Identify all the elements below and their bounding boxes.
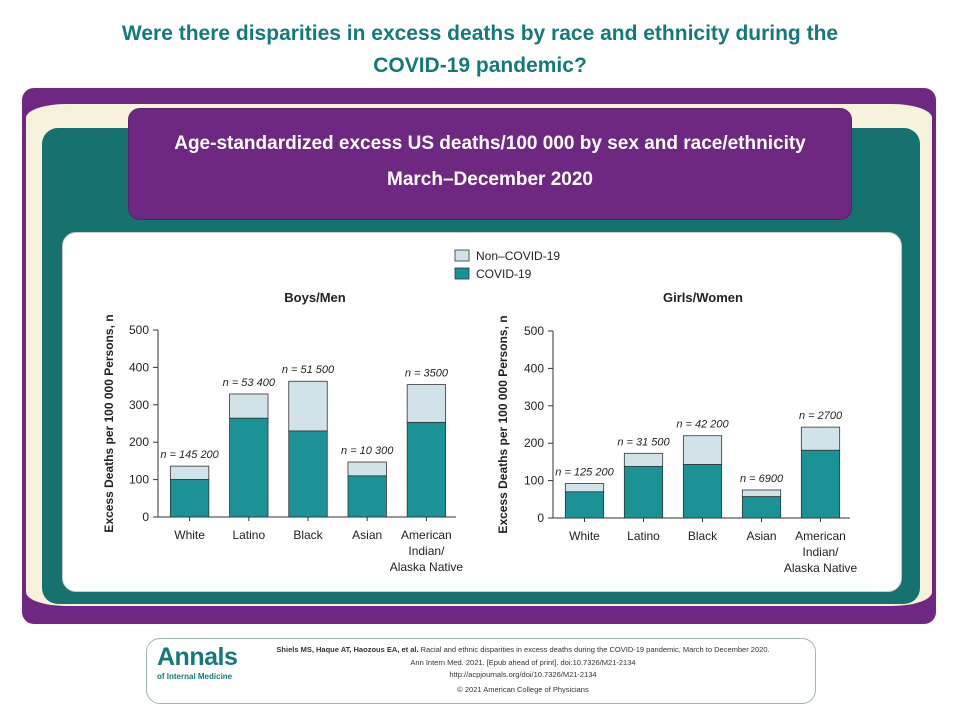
y-tick-label: 200 <box>524 436 544 450</box>
bar-covid <box>623 465 664 519</box>
bar-non-covid <box>229 393 269 419</box>
bar-annotation: n = 10 300 <box>341 445 394 457</box>
y-tick-label: 100 <box>129 473 149 487</box>
bar-non-covid <box>406 384 447 423</box>
citation-line-1: Shiels MS, Haque AT, Haozous EA, et al. … <box>243 645 803 654</box>
bar-covid <box>564 491 605 519</box>
journal-logo-sub: of Internal Medicine <box>157 672 233 681</box>
bar-covid <box>288 430 328 518</box>
bar-covid <box>800 449 841 519</box>
x-tick-label: Indian/ <box>408 544 445 558</box>
bar-annotation: n = 145 200 <box>160 449 219 461</box>
bar-non-covid <box>682 435 723 465</box>
legend-swatch-non-covid <box>454 249 470 262</box>
x-tick-label: Black <box>688 529 718 543</box>
bar-annotation: n = 53 400 <box>223 377 276 389</box>
bar-non-covid <box>800 426 841 451</box>
bar-non-covid <box>347 461 387 477</box>
y-tick-label: 0 <box>142 510 149 524</box>
x-tick-label: Alaska Native <box>784 561 858 575</box>
y-tick-label: 400 <box>524 361 544 375</box>
y-axis-label: Excess Deaths per 100 000 Persons, n <box>496 315 510 533</box>
bar-covid <box>682 464 723 519</box>
y-tick-label: 500 <box>129 323 149 337</box>
x-tick-label: White <box>569 529 600 543</box>
subtitle-banner: Age-standardized excess US deaths/100 00… <box>128 108 852 220</box>
bar-annotation: n = 51 500 <box>282 364 335 376</box>
heading-line-1: Were there disparities in excess deaths … <box>121 22 839 45</box>
heading-line-2: COVID-19 pandemic? <box>373 54 587 77</box>
citation-authors: Shiels MS, Haque AT, Haozous EA, et al. <box>276 645 419 654</box>
banner-line-2: March–December 2020 <box>387 169 593 190</box>
legend-label-non-covid: Non–COVID-19 <box>476 249 560 263</box>
page-heading: Were there disparities in excess deaths … <box>0 18 960 82</box>
chart-title: Boys/Men <box>284 290 345 305</box>
bar-non-covid <box>564 483 605 493</box>
panel-girls-women: Girls/Women Excess Deaths per 100 000 Per… <box>496 290 858 575</box>
y-tick-label: 100 <box>524 474 544 488</box>
bar-covid <box>741 496 782 519</box>
y-axis-label: Excess Deaths per 100 000 Persons, n <box>102 314 116 532</box>
bar-non-covid <box>741 489 782 498</box>
bar-annotation: n = 2700 <box>799 410 843 422</box>
y-tick-label: 300 <box>129 398 149 412</box>
y-tick-label: 0 <box>537 511 544 525</box>
bar-annotation: n = 31 500 <box>617 436 670 448</box>
chart-title: Girls/Women <box>663 290 743 305</box>
x-tick-label: Black <box>293 528 323 542</box>
bar-covid <box>406 421 447 518</box>
banner-line-1: Age-standardized excess US deaths/100 00… <box>174 133 806 154</box>
x-tick-label: Asian <box>746 529 776 543</box>
journal-logo: Annals <box>157 643 238 671</box>
bar-covid <box>347 475 387 518</box>
x-tick-label: Alaska Native <box>390 560 464 574</box>
bar-covid <box>169 479 210 518</box>
x-tick-label: Indian/ <box>802 545 839 559</box>
bar-non-covid <box>169 465 210 481</box>
y-tick-label: 400 <box>129 360 149 374</box>
x-tick-label: White <box>174 528 205 542</box>
bar-annotation: n = 42 200 <box>676 419 729 431</box>
bar-annotation: n = 125 200 <box>555 467 614 479</box>
legend-label-covid: COVID-19 <box>476 267 532 281</box>
legend: Non–COVID-19 COVID-19 <box>454 249 560 281</box>
x-tick-label: Latino <box>232 528 265 542</box>
legend-swatch-covid <box>454 267 470 280</box>
bar-covid <box>229 417 269 518</box>
y-tick-label: 500 <box>524 324 544 338</box>
bar-annotation: n = 3500 <box>405 368 449 380</box>
bar-annotation: n = 6900 <box>740 473 784 485</box>
x-tick-label: Latino <box>627 529 660 543</box>
x-tick-label: Asian <box>352 528 382 542</box>
citation-journal: Ann Intern Med. 2021. [Epub ahead of pri… <box>410 658 636 667</box>
y-tick-label: 300 <box>524 399 544 413</box>
citation-title: Racial and ethnic disparities in excess … <box>420 645 770 654</box>
citation-copyright: © 2021 American College of Physicians <box>457 685 589 694</box>
chart-svg: Non–COVID-19 COVID-19 Boys/Men Excess Dea… <box>102 249 858 575</box>
y-tick-label: 200 <box>129 435 149 449</box>
citation-url: http://acpjournals.org/doi/10.7326/M21-2… <box>449 670 597 679</box>
chart-card: Non–COVID-19 COVID-19 Boys/Men Excess Dea… <box>62 232 902 592</box>
bar-non-covid <box>623 452 664 467</box>
panel-boys-men: Boys/Men Excess Deaths per 100 000 Person… <box>102 290 463 574</box>
bar-non-covid <box>288 380 328 432</box>
x-tick-label: American <box>795 529 846 543</box>
x-tick-label: American <box>401 528 452 542</box>
citation-box: Annals of Internal Medicine Shiels MS, H… <box>146 638 816 704</box>
